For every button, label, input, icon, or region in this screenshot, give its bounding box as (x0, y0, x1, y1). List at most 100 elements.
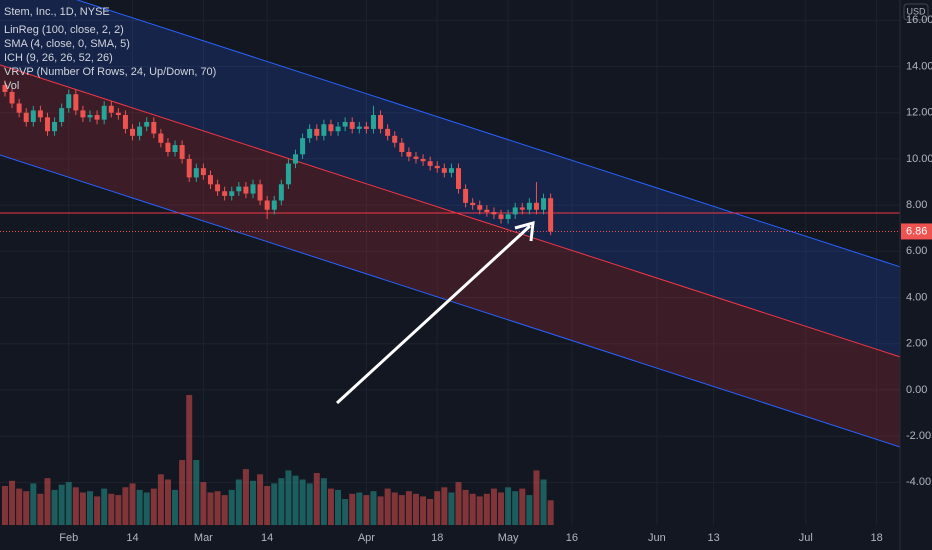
candle-body (335, 126, 341, 132)
arrow-shaft (335, 224, 532, 405)
candle-body (448, 168, 454, 173)
volume-bar (398, 495, 405, 525)
candle-body (200, 168, 206, 176)
chart-title: Stem, Inc., 1D, NYSE (4, 6, 110, 18)
y-tick-label: 8.00 (906, 199, 927, 211)
y-tick-label: -2.00 (906, 430, 931, 442)
volume-bar (363, 495, 370, 525)
candle-body (151, 121, 157, 134)
x-tick-label: Jun (648, 532, 666, 544)
volume-bar (540, 479, 547, 525)
volume-bar (476, 496, 483, 525)
candle-body (512, 207, 518, 215)
candle-body (519, 207, 525, 210)
candle-body (328, 124, 334, 132)
volume-bar (172, 489, 179, 525)
currency-box[interactable] (903, 3, 929, 21)
candle-body (250, 184, 256, 194)
x-tick-label: Jul (799, 532, 813, 544)
last-price-label: 6.86 (906, 225, 927, 237)
volume-bar (505, 487, 512, 525)
volume-bar (292, 475, 299, 525)
volume-bar (1, 486, 8, 525)
volume-bar (526, 495, 533, 525)
volume-bar (136, 489, 143, 525)
volume-bar (349, 493, 356, 525)
volume-bar (30, 483, 37, 525)
x-tick-label: Mar (194, 532, 213, 544)
volume-bar (306, 483, 313, 525)
currency: USD (906, 6, 926, 16)
candle-body (356, 126, 362, 129)
legend: Stem, Inc., 1D, NYSE LinReg (100, close,… (4, 6, 216, 92)
candle-body (215, 184, 221, 192)
volume-bar (405, 491, 412, 525)
volume-bar (285, 470, 292, 525)
volume-bar (370, 491, 377, 525)
y-tick-label: -4.00 (906, 476, 931, 488)
candle-body (491, 212, 497, 215)
volume-bar (356, 492, 363, 525)
candle-body (158, 133, 164, 143)
volume-bar (143, 492, 150, 525)
candle-body (434, 165, 440, 169)
annotation-arrow (335, 220, 535, 405)
candle-body (342, 121, 348, 127)
candle-body (16, 103, 22, 113)
volume-bar (122, 487, 129, 525)
candle-body (122, 115, 128, 129)
volume-bar (412, 493, 419, 525)
candle-body (321, 124, 327, 136)
volume-bar (65, 482, 72, 525)
candle-body (314, 128, 320, 136)
candle-body (349, 121, 355, 129)
y-tick-label: 14.00 (906, 60, 932, 72)
candle-body (59, 108, 65, 122)
last-price-box (901, 223, 932, 240)
x-tick-label: Apr (358, 532, 375, 544)
candle-body (165, 142, 171, 152)
candle-body (300, 138, 306, 155)
volume-bar (271, 483, 278, 525)
volume-bar (427, 499, 434, 525)
volume-bar (441, 487, 448, 525)
volume-bar (483, 493, 490, 525)
volume-bar (44, 478, 51, 525)
candle-body (37, 110, 43, 118)
volume-bar (320, 478, 327, 525)
y-tick-label: 0.00 (906, 384, 927, 396)
volume-bar (157, 474, 164, 525)
candle-body (137, 126, 143, 136)
candle-body (207, 175, 213, 185)
x-tick-label: 14 (261, 532, 273, 544)
volume-bar (37, 493, 44, 525)
x-tick-label: 16 (566, 532, 578, 544)
y-tick-label: 12.00 (906, 107, 932, 119)
candle-body (9, 91, 15, 104)
volume-bar (278, 478, 285, 525)
volume-bar (23, 491, 30, 525)
volume-bar (214, 491, 221, 525)
x-tick-label: 13 (707, 532, 719, 544)
candle-body (285, 163, 291, 185)
volume-bar (129, 483, 136, 525)
candle-body (264, 200, 270, 210)
volume-bar (519, 488, 526, 525)
indicator: VRVP (Number Of Rows, 24, Up/Down, 70) (4, 66, 216, 78)
candle-body (257, 184, 263, 201)
candle-body (243, 186, 249, 194)
volume-bar (115, 495, 122, 525)
arrow-head (514, 220, 535, 242)
volume-bar (235, 479, 242, 525)
volume-bar (469, 493, 476, 525)
volume-bar (164, 479, 171, 525)
volume-bar (327, 488, 334, 525)
candle-body (484, 209, 490, 213)
candle-body (526, 202, 532, 210)
candle-body (101, 105, 107, 120)
volume-bar (221, 495, 228, 525)
candle-body (370, 115, 376, 129)
candle-body (293, 154, 299, 164)
candle-body (130, 128, 136, 136)
